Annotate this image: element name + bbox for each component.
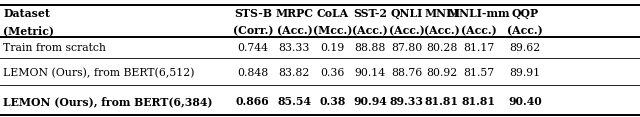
Text: (Acc.): (Acc.) — [461, 26, 497, 37]
Text: MRPC: MRPC — [275, 8, 314, 19]
Text: 88.76: 88.76 — [391, 68, 422, 78]
Text: 89.62: 89.62 — [509, 43, 540, 53]
Text: 83.33: 83.33 — [278, 43, 310, 53]
Text: 0.19: 0.19 — [321, 43, 345, 53]
Text: (Acc.): (Acc.) — [388, 26, 424, 37]
Text: 0.38: 0.38 — [319, 96, 346, 107]
Text: 89.33: 89.33 — [389, 96, 424, 107]
Text: LEMON (Ours), from BERT(6,384): LEMON (Ours), from BERT(6,384) — [3, 96, 212, 107]
Text: QQP: QQP — [511, 8, 538, 19]
Text: Dataset: Dataset — [3, 8, 50, 19]
Text: 90.40: 90.40 — [508, 96, 541, 107]
Text: (Acc.): (Acc.) — [352, 26, 388, 37]
Text: (Acc.): (Acc.) — [276, 26, 312, 37]
Text: 0.744: 0.744 — [237, 43, 268, 53]
Text: 80.28: 80.28 — [426, 43, 458, 53]
Text: (Acc.): (Acc.) — [507, 26, 543, 37]
Text: QNLI: QNLI — [390, 8, 422, 19]
Text: LEMON (Ours), from BERT(6,512): LEMON (Ours), from BERT(6,512) — [3, 68, 195, 78]
Text: 89.91: 89.91 — [509, 68, 540, 78]
Text: 80.92: 80.92 — [426, 68, 457, 78]
Text: 83.82: 83.82 — [278, 68, 310, 78]
Text: (Metric): (Metric) — [3, 26, 54, 37]
Text: MNLI-mm: MNLI-mm — [447, 8, 510, 19]
Text: 0.36: 0.36 — [321, 68, 345, 78]
Text: 81.81: 81.81 — [424, 96, 459, 107]
Text: 0.866: 0.866 — [236, 96, 269, 107]
Text: 90.14: 90.14 — [355, 68, 385, 78]
Text: Train from scratch: Train from scratch — [3, 43, 106, 53]
Text: SST-2: SST-2 — [353, 8, 387, 19]
Text: 88.88: 88.88 — [354, 43, 386, 53]
Text: 81.81: 81.81 — [461, 96, 496, 107]
Text: CoLA: CoLA — [317, 8, 349, 19]
Text: 85.54: 85.54 — [277, 96, 312, 107]
Text: MNLI: MNLI — [424, 8, 459, 19]
Text: (Acc.): (Acc.) — [424, 26, 460, 37]
Text: 90.94: 90.94 — [353, 96, 387, 107]
Text: (Mcc.): (Mcc.) — [313, 26, 353, 37]
Text: 81.57: 81.57 — [463, 68, 494, 78]
Text: 81.17: 81.17 — [463, 43, 494, 53]
Text: (Corr.): (Corr.) — [232, 26, 273, 37]
Text: STS-B: STS-B — [234, 8, 272, 19]
Text: 87.80: 87.80 — [391, 43, 422, 53]
Text: 0.848: 0.848 — [237, 68, 268, 78]
